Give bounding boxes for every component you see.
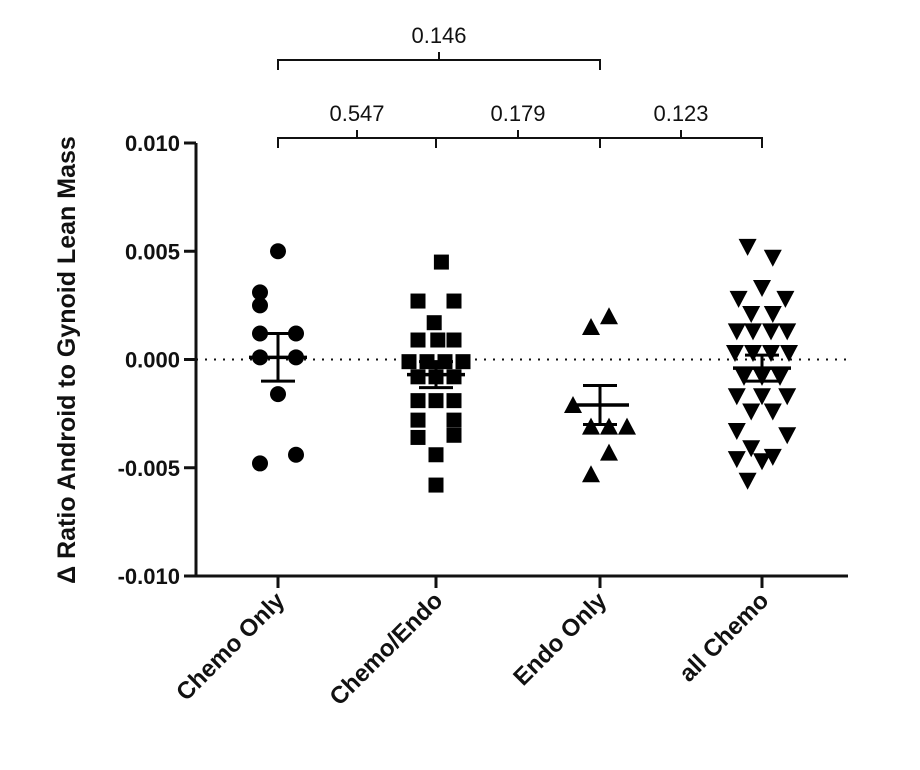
data-point-triangle (738, 238, 757, 256)
data-point-triangle (763, 448, 782, 466)
data-point-triangle (729, 290, 748, 308)
data-point-triangle (727, 388, 746, 406)
data-point-triangle (600, 417, 618, 435)
data-point-square (410, 412, 426, 428)
data-point-square (428, 393, 444, 409)
data-point-triangle (744, 345, 762, 363)
data-point-circle (288, 325, 304, 342)
data-point-triangle (763, 306, 782, 324)
data-point-triangle (753, 280, 771, 298)
y-tick-label: 0.000 (125, 348, 180, 373)
data-point-square (446, 393, 462, 409)
data-point-triangle (762, 345, 780, 363)
data-point-triangle (753, 388, 771, 406)
data-point-circle (252, 325, 268, 342)
data-point-square (446, 332, 462, 348)
y-tick-label: -0.010 (118, 564, 180, 589)
data-point-triangle (763, 403, 782, 421)
data-point-circle (252, 284, 268, 301)
data-point-triangle (600, 307, 618, 325)
data-point-triangle (742, 403, 761, 421)
comparison-bracket (435, 130, 601, 148)
data-point-triangle (735, 368, 753, 386)
p-value-label: 0.547 (329, 101, 384, 126)
data-point-triangle (780, 345, 798, 363)
data-point-triangle (582, 417, 600, 435)
data-point-square (410, 332, 426, 348)
data-point-triangle (600, 443, 618, 461)
y-axis: 0.010 0.005 0.000 -0.005 -0.010 (118, 131, 198, 589)
y-tick-label: 0.005 (125, 239, 180, 264)
p-value-label: 0.146 (411, 23, 466, 48)
data-point-triangle (778, 427, 797, 445)
data-point-triangle (762, 323, 780, 341)
data-point-triangle (771, 368, 789, 386)
x-tick-label: Chemo/Endo (324, 587, 448, 711)
data-point-triangle (744, 323, 762, 341)
data-point-triangle (582, 465, 600, 483)
x-tick-label: all Chemo (674, 587, 774, 687)
data-point-square (401, 354, 417, 370)
y-tick-label: 0.010 (125, 131, 180, 156)
data-point-square (433, 254, 449, 270)
data-point-square (410, 293, 426, 309)
x-axis: Chemo Only Chemo/Endo Endo Only all Chemo (171, 358, 848, 711)
data-point-triangle (778, 388, 797, 406)
data-point-square (426, 315, 442, 331)
comparison-brackets: 0.146 0.547 0.179 0.123 (277, 23, 763, 148)
data-point-triangle (727, 451, 746, 469)
data-point-triangle (776, 290, 795, 308)
data-point-square (446, 293, 462, 309)
x-tick-label: Endo Only (508, 587, 612, 691)
data-point-square (446, 427, 462, 443)
y-tick-label: -0.005 (118, 456, 180, 481)
data-point-triangle (753, 453, 771, 471)
data-point-square (455, 354, 471, 370)
x-tick-label: Chemo Only (171, 587, 291, 707)
data-point-circle (288, 446, 304, 463)
data-point-square (410, 369, 426, 385)
data-point-triangle (778, 323, 797, 341)
p-value-label: 0.179 (490, 101, 545, 126)
data-point-triangle (742, 306, 761, 324)
data-point-triangle (763, 249, 782, 267)
comparison-bracket (599, 130, 763, 148)
data-point-circle (252, 455, 268, 472)
data-point-circle (270, 243, 286, 260)
data-point-circle (270, 386, 286, 403)
data-point-triangle (727, 422, 746, 440)
data-point-square (428, 477, 444, 493)
data-point-triangle (738, 472, 757, 490)
data-point-square (410, 393, 426, 409)
comparison-bracket (277, 130, 437, 148)
data-points (252, 238, 798, 493)
y-axis-label: Δ Ratio Android to Gynoid Lean Mass (53, 136, 81, 584)
data-point-square (446, 412, 462, 428)
data-point-square (446, 369, 462, 385)
mean-sem-bars (249, 332, 791, 426)
data-point-triangle (582, 318, 600, 336)
data-point-square (410, 429, 426, 445)
data-point-triangle (742, 440, 761, 458)
data-point-square (428, 447, 444, 463)
data-point-triangle (726, 345, 744, 363)
comparison-bracket (277, 52, 601, 70)
data-point-circle (252, 297, 268, 314)
data-point-square (430, 332, 446, 348)
data-point-triangle (727, 323, 746, 341)
data-point-triangle (618, 417, 636, 435)
p-value-label: 0.123 (653, 101, 708, 126)
